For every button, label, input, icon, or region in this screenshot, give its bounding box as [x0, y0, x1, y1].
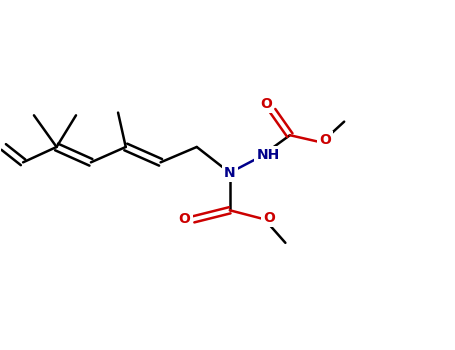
Text: NH: NH [257, 148, 280, 162]
Text: O: O [260, 97, 273, 111]
Text: N: N [224, 166, 236, 180]
Text: O: O [179, 212, 191, 226]
Text: O: O [263, 210, 275, 224]
Text: O: O [319, 133, 331, 147]
